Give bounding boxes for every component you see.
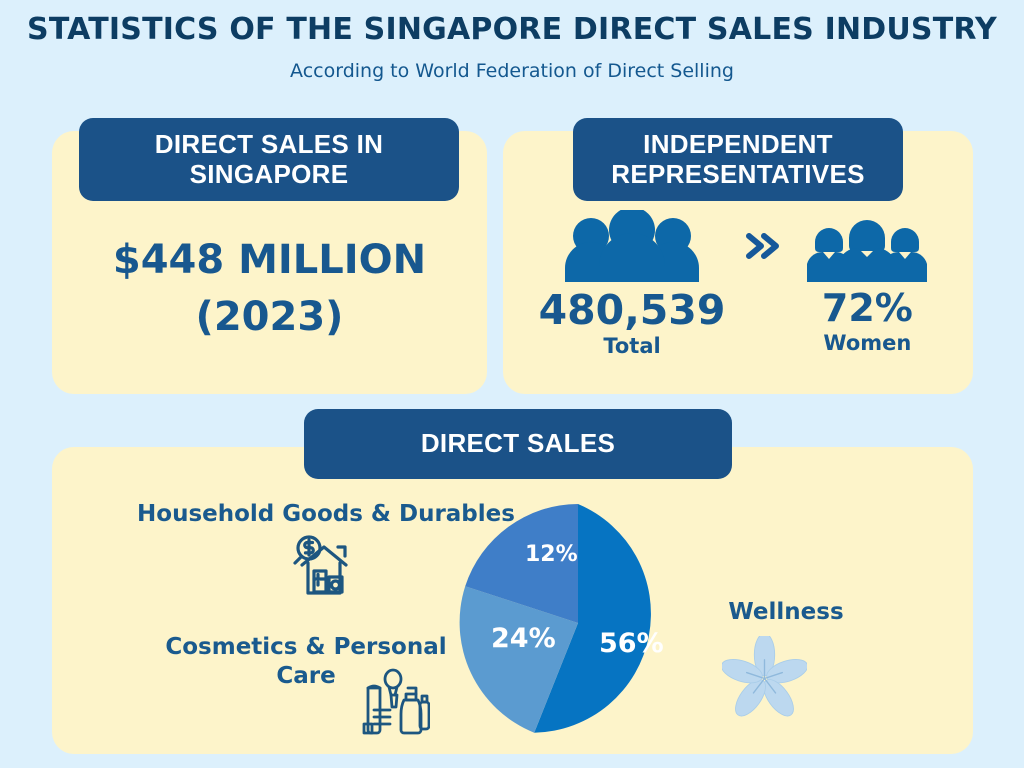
banner-independent-representatives: INDEPENDENT REPRESENTATIVES bbox=[573, 118, 903, 201]
direct-sales-year: (2023) bbox=[195, 293, 344, 340]
pie-slice-wellness bbox=[534, 504, 651, 733]
stat-total: 480,539 Total bbox=[538, 210, 726, 359]
women-group-icon bbox=[797, 210, 937, 282]
category-label-cosmetics: Cosmetics & Personal Care bbox=[165, 634, 447, 689]
cosmetics-icon bbox=[356, 666, 431, 741]
direct-sales-pie-chart: 56% 24% 12% bbox=[459, 504, 697, 742]
women-percent-label: Women bbox=[823, 331, 912, 356]
representatives-stats-row: 480,539 Total bbox=[503, 210, 973, 385]
page-title: STATISTICS OF THE SINGAPORE DIRECT SALES… bbox=[27, 12, 997, 47]
direct-sales-amount: $448 MILLION bbox=[112, 237, 427, 283]
banner-direct-sales: DIRECT SALES bbox=[304, 409, 732, 479]
category-label-wellness: Wellness bbox=[728, 599, 844, 625]
total-representatives-value: 480,539 bbox=[538, 286, 726, 334]
group-people-icon bbox=[547, 210, 717, 282]
page-subtitle: According to World Federation of Direct … bbox=[290, 60, 734, 82]
banner-direct-sales-singapore: DIRECT SALES IN SINGAPORE bbox=[79, 118, 459, 201]
flower-icon bbox=[720, 633, 809, 726]
pie-slice-cosmetics bbox=[459, 586, 578, 733]
double-chevron-right-icon bbox=[731, 210, 791, 282]
category-label-household: Household Goods & Durables bbox=[137, 501, 515, 527]
house-dollar-icon bbox=[288, 531, 360, 608]
women-percent-value: 72% bbox=[821, 286, 913, 330]
direct-sales-value-block: $448 MILLION (2023) bbox=[52, 232, 487, 346]
page-header: STATISTICS OF THE SINGAPORE DIRECT SALES… bbox=[0, 12, 1024, 82]
pie-slice-household bbox=[465, 504, 578, 623]
stat-women: 72% Women bbox=[797, 210, 937, 355]
total-representatives-label: Total bbox=[603, 334, 661, 359]
